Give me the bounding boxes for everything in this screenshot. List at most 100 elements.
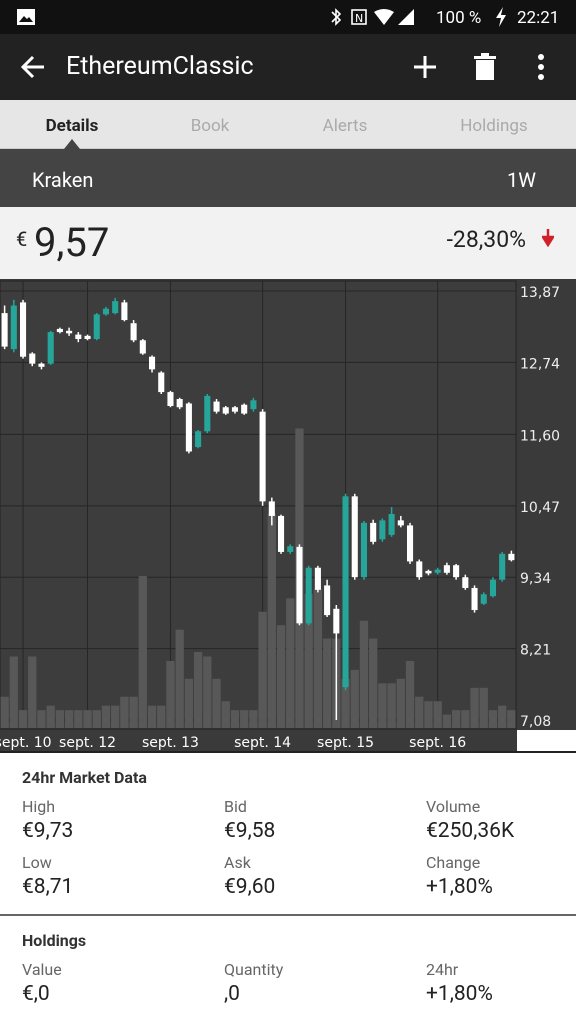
y-tick-label: 9,34 [520, 571, 551, 587]
field-value: ,0 [224, 982, 240, 1006]
volume-bar [451, 710, 461, 728]
candle-body [453, 565, 460, 578]
volume-bar [46, 705, 55, 728]
x-tick-label: sept. 14 [234, 735, 291, 751]
candle-body [406, 525, 414, 562]
tab-bar: Details Book Alerts Holdings [0, 100, 576, 149]
candle-body [195, 431, 202, 448]
candle-body [434, 569, 441, 573]
plot-area [0, 280, 517, 730]
status-icons: N [331, 8, 414, 26]
candle-body [443, 565, 450, 573]
exchange-bar: Kraken 1W [0, 149, 576, 207]
tab[interactable]: Details [45, 116, 99, 136]
chart: 13,87 12,74 11,60 10,47 9,34 8,21 7,08 sept. 10… [0, 279, 576, 753]
volume-bar [221, 701, 230, 728]
field-label: Quantity [224, 960, 284, 979]
y-tick-label: 8,21 [520, 643, 551, 659]
candle-body [351, 496, 358, 578]
volume-bar [304, 593, 313, 728]
y-tick-label: 11,60 [520, 428, 560, 444]
candle-body [231, 407, 239, 412]
volume-bar [74, 710, 83, 728]
x-tick-label: sept. 16 [409, 735, 466, 751]
field-label: Low [22, 853, 52, 872]
volume-bar [350, 669, 359, 728]
candle-body [1, 313, 8, 347]
volume-bar [64, 710, 74, 728]
battery-text: 100 % [436, 8, 482, 28]
range[interactable]: 1W [507, 168, 536, 192]
candle-body [397, 520, 404, 526]
back-button[interactable] [20, 54, 46, 80]
volume-bar [147, 705, 157, 728]
exchange-name[interactable]: Kraken [32, 168, 94, 192]
candle-body [148, 356, 156, 370]
section-title: Holdings [22, 931, 87, 950]
x-tick-label: sept. 10 [0, 735, 52, 751]
volume-bar [129, 696, 138, 728]
volume-bar [240, 710, 249, 728]
add-button[interactable] [413, 55, 437, 79]
tab[interactable]: Holdings [460, 116, 528, 136]
candle-body [241, 404, 248, 414]
volume-bar [341, 678, 350, 728]
candle-body [176, 399, 183, 408]
tab[interactable]: Book [190, 116, 230, 136]
candle-body [158, 372, 165, 393]
candle-body [277, 515, 285, 552]
field-label: 24hr [426, 960, 459, 979]
volume-bar [193, 652, 203, 728]
volume-bar [507, 710, 516, 728]
candle-body [287, 546, 294, 552]
volume-bar [83, 710, 92, 728]
price-change: -28,30% [446, 226, 526, 253]
volume-bar [387, 683, 396, 728]
candle-body [250, 400, 257, 410]
volume-bar [313, 589, 323, 728]
charging-icon [496, 7, 506, 27]
field-label: High [22, 797, 56, 816]
field-value: €8,71 [22, 875, 74, 899]
candle-body [296, 546, 303, 624]
candle-body [259, 411, 266, 502]
menu-button[interactable] [536, 54, 546, 82]
volume-bar [286, 598, 295, 728]
candle-body [204, 395, 211, 432]
down-arrow [542, 229, 554, 247]
market-data: 24hr Market Data High €9,73 Bid €9,58 Volume… [0, 753, 576, 916]
candle-body [425, 570, 432, 574]
svg-text:N: N [355, 12, 363, 25]
volume-bar [442, 714, 452, 728]
candle-body [416, 561, 423, 578]
volume-bar [92, 710, 101, 728]
delete-button[interactable] [474, 53, 496, 81]
candle-body [314, 567, 321, 590]
volume-bar [276, 625, 286, 728]
candle-body [360, 522, 368, 578]
tab[interactable]: Alerts [322, 116, 368, 136]
volume-bar [498, 705, 507, 728]
candle-body [130, 323, 137, 341]
candle-body [38, 363, 45, 367]
field-value: €250,36K [426, 819, 515, 843]
field-value: +1,80% [426, 982, 493, 1006]
volume-bar [488, 710, 498, 728]
gallery-icon [17, 9, 35, 25]
field-value: €9,60 [224, 875, 276, 899]
candle-body [19, 302, 27, 357]
volume-bar [359, 620, 369, 728]
volume-bar [101, 705, 111, 728]
candle-body [84, 335, 91, 340]
candle-body [121, 302, 128, 321]
volume-bar [369, 638, 378, 728]
candle-body [139, 340, 146, 354]
field-value: €,0 [22, 982, 50, 1006]
volume-bar [424, 701, 433, 728]
volume-bar [55, 710, 65, 728]
field-label: Change [426, 853, 481, 872]
volume-bar [396, 678, 405, 728]
candle-body [222, 407, 229, 414]
volume-bar [157, 705, 166, 728]
